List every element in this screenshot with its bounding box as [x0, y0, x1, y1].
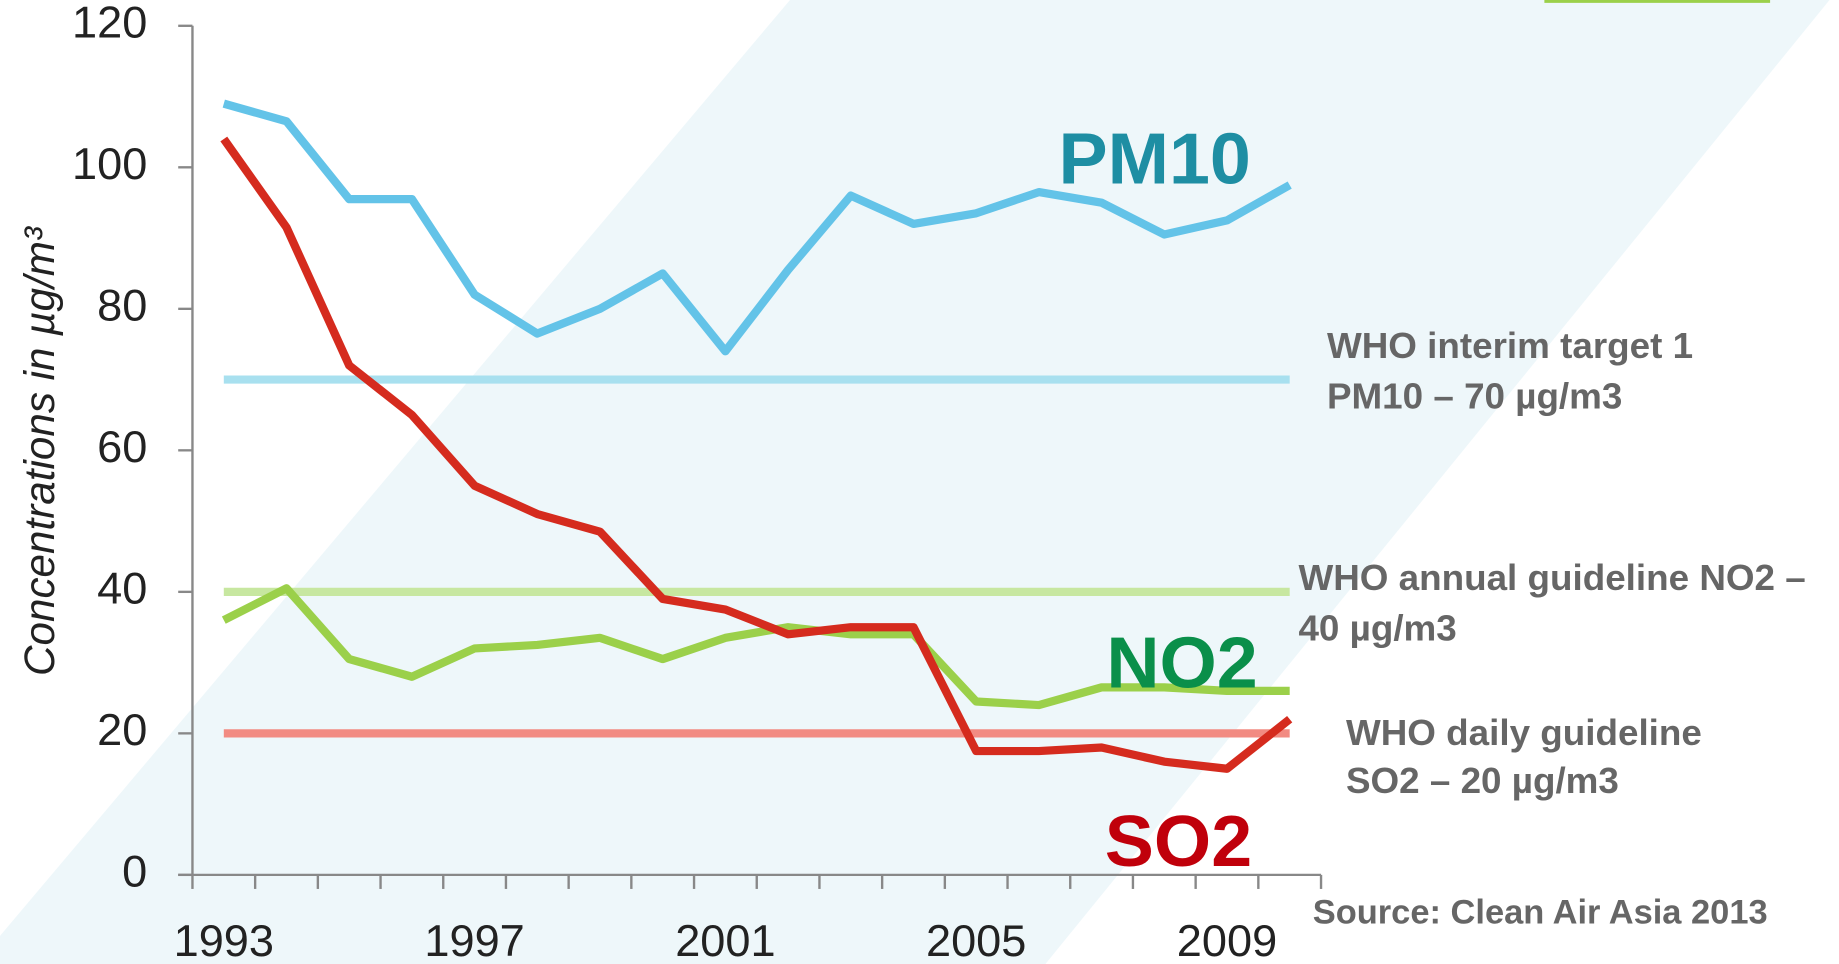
- data-line: [220, 136, 1293, 773]
- reference-label: SO2 – 20 µg/m3: [1346, 760, 1619, 801]
- series-label: PM10: [1059, 118, 1251, 199]
- y-tick-label: 40: [97, 563, 147, 614]
- reference-label: WHO daily guideline: [1346, 712, 1702, 753]
- reference-label: WHO annual guideline NO2 –: [1298, 557, 1805, 598]
- data-line: [221, 584, 1290, 710]
- source-note: Source: Clean Air Asia 2013: [1313, 894, 1768, 932]
- data-line: [222, 99, 1292, 356]
- x-tick-label: 1993: [174, 915, 274, 964]
- y-tick-label: 0: [122, 846, 147, 897]
- y-tick-label: 80: [97, 280, 147, 331]
- y-tick-label: 100: [72, 138, 147, 189]
- series-label: SO2: [1105, 800, 1252, 881]
- y-axis-label: Concentrations in µg/m³: [17, 225, 64, 676]
- reference-label: WHO interim target 1: [1327, 325, 1693, 366]
- y-tick-label: 120: [72, 0, 147, 48]
- reference-label: PM10 – 70 µg/m3: [1327, 376, 1622, 417]
- x-tick-label: 2001: [675, 915, 775, 964]
- x-tick-label: 1997: [424, 915, 524, 964]
- y-tick-label: 20: [97, 704, 147, 755]
- y-tick-label: 60: [97, 421, 147, 472]
- x-tick-label: 2005: [926, 915, 1026, 964]
- series-label: NO2: [1106, 622, 1257, 703]
- x-tick-label: 2009: [1177, 915, 1277, 964]
- reference-label: 40 µg/m3: [1298, 608, 1456, 649]
